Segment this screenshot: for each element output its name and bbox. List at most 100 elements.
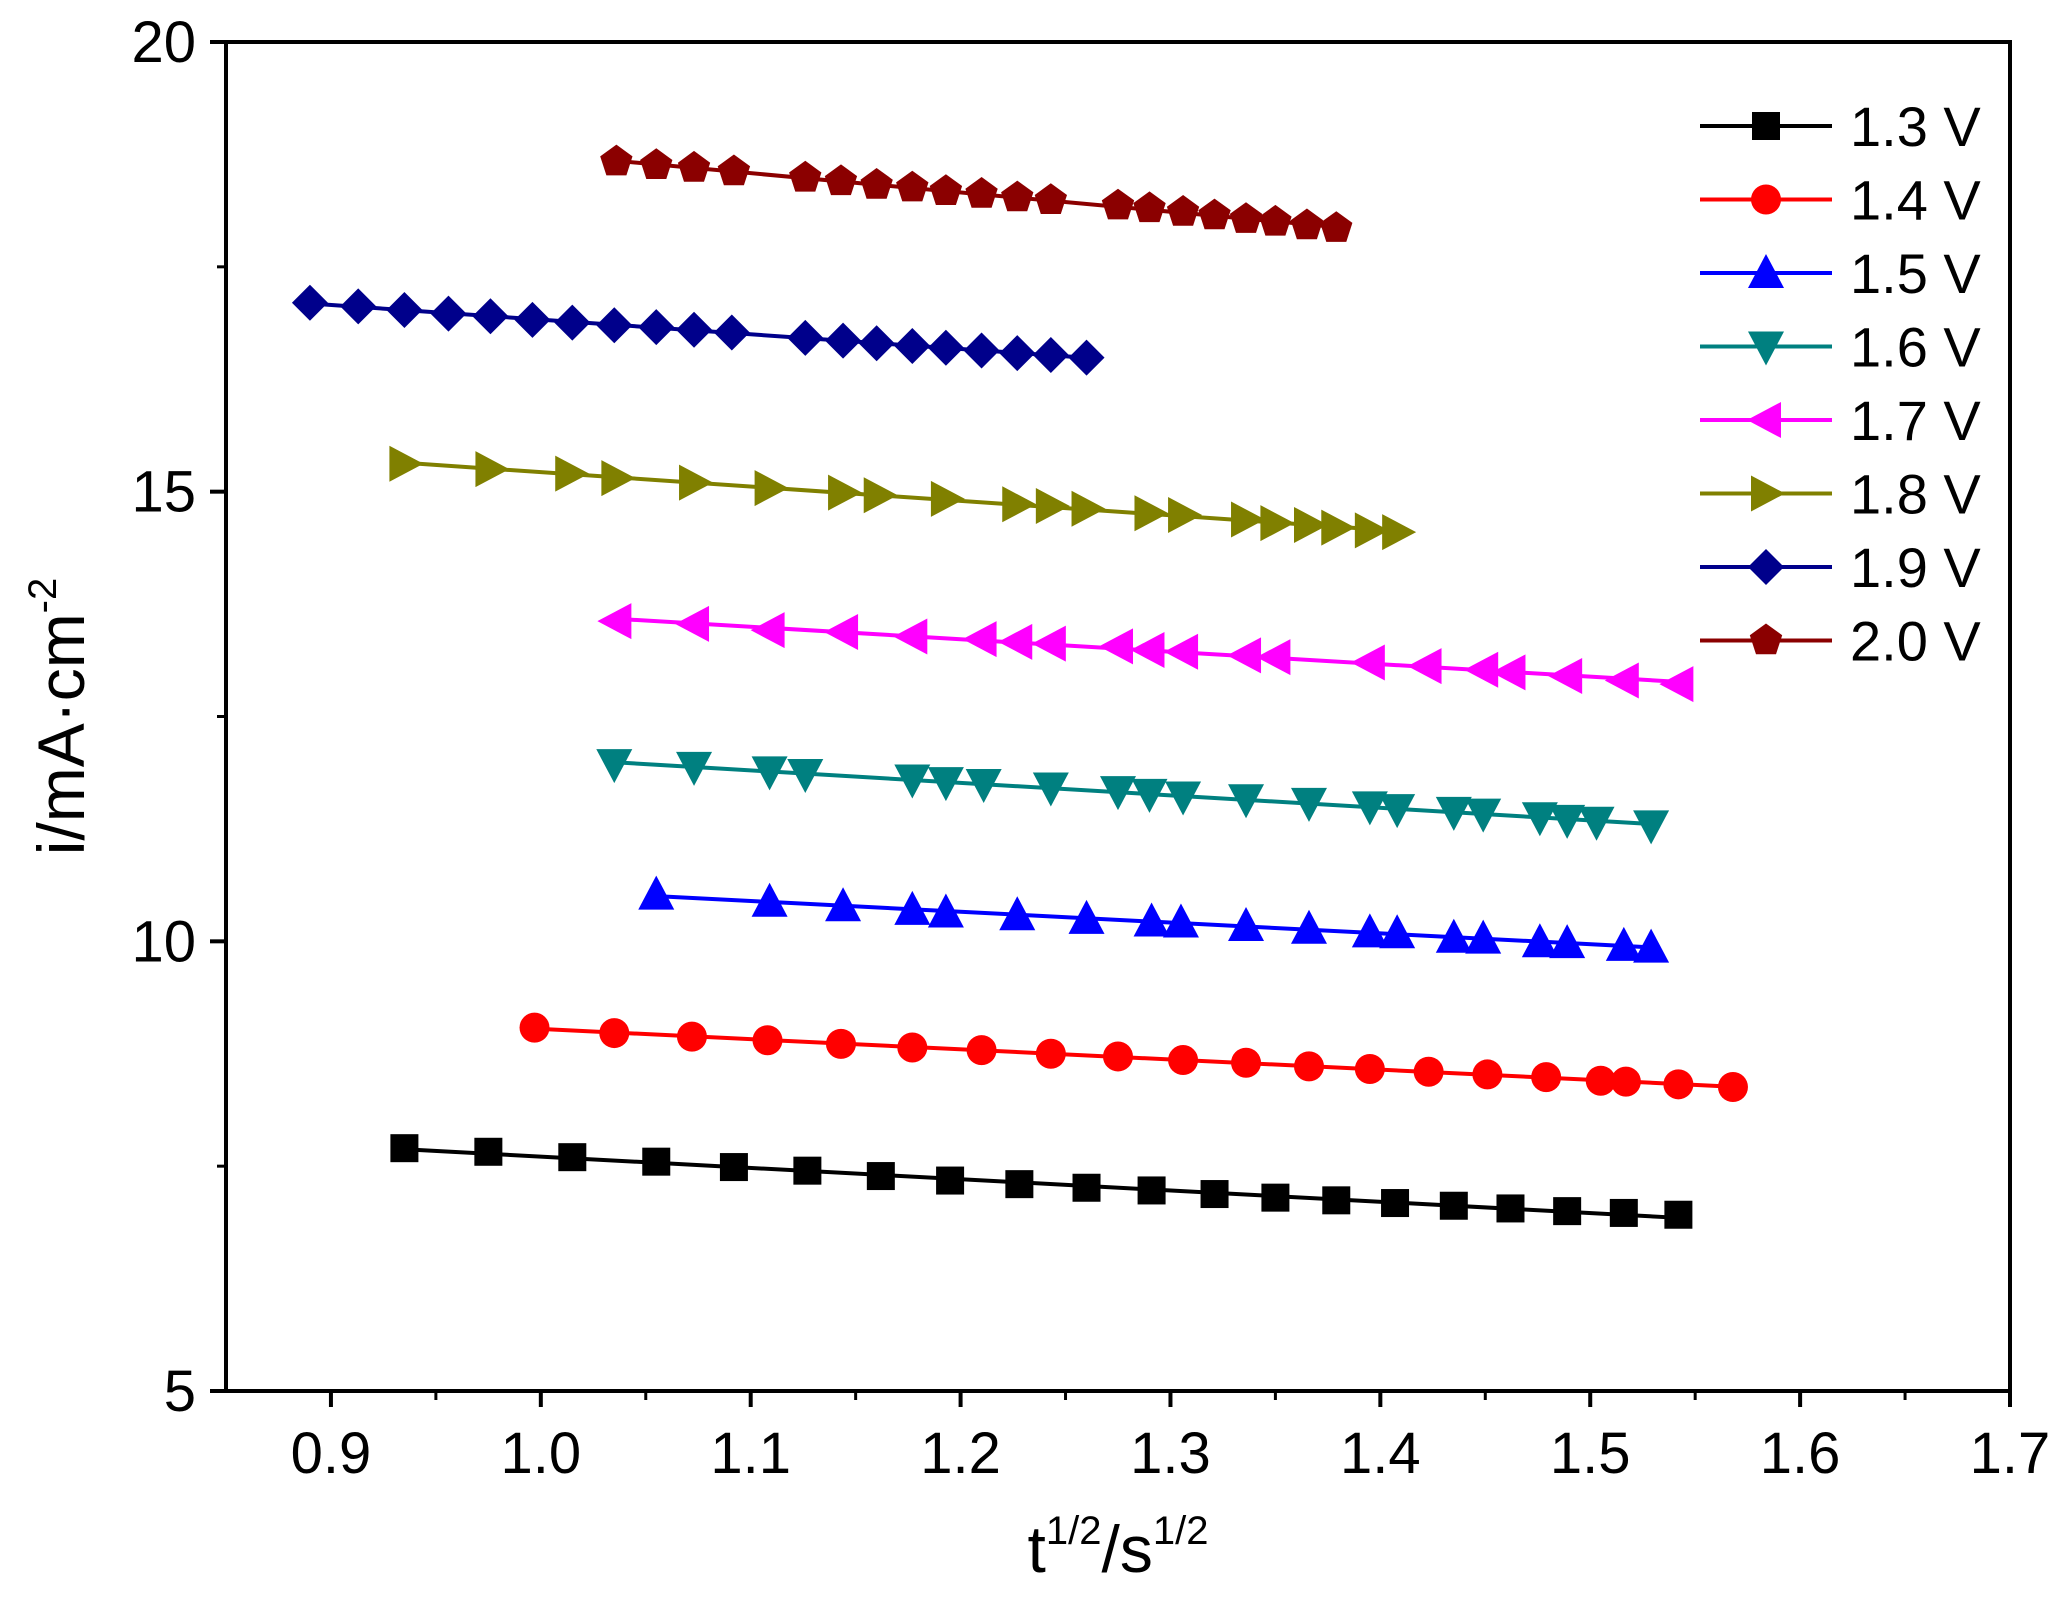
data-point bbox=[1605, 926, 1642, 961]
y-tick-label: 5 bbox=[164, 1359, 196, 1424]
data-point bbox=[1435, 918, 1472, 953]
data-point bbox=[825, 887, 862, 922]
data-point bbox=[999, 896, 1036, 931]
data-point bbox=[1162, 903, 1199, 938]
y-axis-title: i/mA·cm-2 bbox=[21, 578, 98, 856]
x-tick-label: 1.3 bbox=[1130, 1421, 1211, 1486]
data-point bbox=[558, 1143, 587, 1172]
data-point bbox=[1354, 1054, 1385, 1085]
data-point bbox=[291, 284, 328, 321]
data-point bbox=[1290, 208, 1324, 240]
data-point bbox=[1032, 772, 1069, 807]
data-point bbox=[896, 170, 929, 202]
data-point bbox=[825, 1028, 856, 1059]
data-point bbox=[1553, 1197, 1582, 1226]
data-point bbox=[1578, 806, 1615, 841]
series-1-4-v bbox=[519, 1012, 1748, 1103]
x-tick-label: 0.9 bbox=[291, 1421, 372, 1486]
x-tick-label: 1.6 bbox=[1760, 1421, 1841, 1486]
data-point bbox=[1001, 180, 1034, 212]
data-point bbox=[1200, 1180, 1229, 1209]
data-point bbox=[475, 451, 510, 488]
x-tick-label: 1.2 bbox=[920, 1421, 1001, 1486]
data-point bbox=[1290, 909, 1327, 944]
data-point bbox=[1071, 490, 1106, 527]
data-point bbox=[1472, 1059, 1503, 1090]
data-point bbox=[1133, 902, 1170, 937]
data-point bbox=[596, 749, 633, 784]
data-point bbox=[1035, 1038, 1066, 1069]
data-point bbox=[600, 144, 633, 176]
data-point bbox=[1130, 631, 1165, 668]
series-layer bbox=[291, 144, 1748, 1229]
y-axis-title-base: i/mA·cm bbox=[24, 613, 98, 855]
data-point bbox=[1256, 639, 1291, 676]
y-axis-title-sup: -2 bbox=[21, 578, 65, 614]
data-point bbox=[1231, 1047, 1262, 1078]
data-point bbox=[1664, 1200, 1693, 1229]
data-point bbox=[999, 335, 1036, 372]
data-point bbox=[863, 477, 898, 514]
data-point bbox=[927, 329, 964, 366]
series-1-9-v bbox=[291, 284, 1105, 376]
x-tick-label: 1.1 bbox=[710, 1421, 791, 1486]
series-1-5-v bbox=[638, 875, 1670, 963]
data-point bbox=[962, 621, 997, 658]
data-point bbox=[474, 1137, 503, 1166]
legend-marker bbox=[1751, 475, 1785, 512]
data-point bbox=[824, 613, 859, 650]
data-point bbox=[676, 751, 713, 786]
data-point bbox=[930, 480, 965, 517]
data-point bbox=[894, 764, 931, 799]
data-point bbox=[1659, 666, 1694, 703]
data-point bbox=[965, 768, 1002, 803]
data-point bbox=[858, 325, 895, 362]
data-point bbox=[1101, 188, 1135, 220]
data-point bbox=[554, 304, 591, 341]
data-point bbox=[1521, 802, 1558, 837]
data-point bbox=[1198, 198, 1231, 230]
data-point bbox=[1134, 495, 1169, 532]
data-point bbox=[1068, 339, 1105, 376]
legend-marker bbox=[1748, 549, 1784, 585]
data-point bbox=[519, 1012, 550, 1043]
data-point bbox=[1351, 913, 1388, 948]
data-point bbox=[638, 309, 675, 346]
data-point bbox=[1465, 798, 1502, 833]
data-point bbox=[1133, 191, 1166, 223]
data-point bbox=[751, 882, 788, 917]
y-tick-label: 10 bbox=[131, 909, 196, 974]
data-point bbox=[1521, 923, 1558, 958]
data-point bbox=[389, 445, 424, 482]
legend-label: 1.8 V bbox=[1850, 463, 1981, 526]
data-point bbox=[1531, 1062, 1562, 1093]
data-point bbox=[719, 1153, 748, 1182]
legend-item: 1.9 V bbox=[1700, 536, 1981, 599]
data-point bbox=[998, 623, 1033, 660]
legend-item: 1.8 V bbox=[1700, 463, 1981, 526]
data-point bbox=[1413, 1056, 1444, 1087]
data-point bbox=[1034, 183, 1067, 214]
data-point bbox=[638, 875, 675, 910]
data-point bbox=[1228, 907, 1265, 942]
data-point bbox=[1290, 787, 1327, 822]
data-point bbox=[676, 311, 713, 348]
data-point bbox=[390, 1134, 419, 1163]
data-point bbox=[1137, 1176, 1166, 1205]
x-tick-label: 1.4 bbox=[1340, 1421, 1421, 1486]
legend-item: 1.4 V bbox=[1700, 169, 1981, 232]
data-point bbox=[1032, 336, 1069, 373]
data-point bbox=[929, 174, 963, 205]
legend-item: 1.3 V bbox=[1700, 95, 1981, 158]
x-tick-label: 1.7 bbox=[1970, 1421, 2051, 1486]
data-point bbox=[1103, 1041, 1133, 1072]
legend-marker bbox=[1748, 331, 1784, 366]
legend-item: 2.0 V bbox=[1700, 610, 1981, 673]
y-tick-label: 20 bbox=[131, 10, 196, 75]
data-point bbox=[1379, 794, 1416, 829]
data-point bbox=[1609, 1198, 1638, 1227]
data-point bbox=[1717, 1072, 1748, 1103]
